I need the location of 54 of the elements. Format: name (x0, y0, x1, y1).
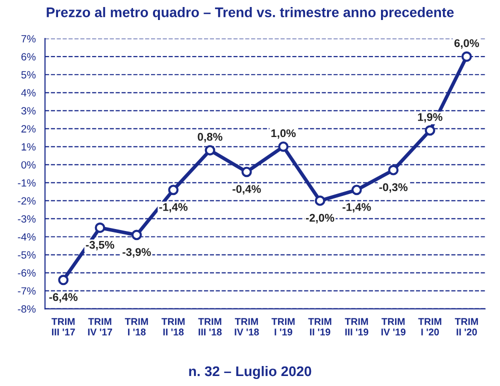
point (58, 274, 69, 286)
data-label: -0,4% (232, 185, 261, 195)
y-tick-label: 3% (21, 107, 36, 115)
x-tick-label: TRIM IV '17 (88, 318, 112, 336)
x-tick-label: TRIM I '19 (272, 318, 295, 336)
y-tick-label: -5% (18, 251, 36, 259)
y-tick-label: -8% (18, 305, 36, 313)
x-tick-label: TRIM III '17 (52, 318, 75, 336)
data-label: -3,5% (86, 240, 114, 250)
x-tick-label: TRIM II '18 (162, 318, 185, 336)
point (168, 184, 179, 196)
y-tick-label: 5% (21, 71, 36, 79)
data-label: -6,4% (49, 293, 78, 303)
y-tick-label: 0% (21, 161, 36, 169)
data-label: -2,0% (306, 214, 334, 224)
point (204, 145, 216, 156)
y-tick-label: -7% (18, 287, 36, 295)
point (278, 141, 289, 152)
y-tick-label: 7% (21, 35, 36, 42)
y-tick-label: 6% (21, 53, 36, 60)
point (94, 222, 106, 233)
x-tick-label: TRIM II '20 (454, 318, 478, 336)
y-tick-label: -2% (18, 197, 36, 205)
point (388, 164, 399, 176)
data-label: 1,0% (271, 129, 296, 139)
point (131, 230, 142, 240)
data-label: -3,9% (122, 248, 151, 258)
text: n. 32 – Luglio 2020 (189, 366, 312, 379)
x-tick-label: TRIM III '19 (344, 318, 368, 336)
data-label: 6,0% (454, 39, 480, 49)
data-label: 0,8% (198, 132, 222, 142)
point (424, 125, 436, 136)
y-tick-label: 4% (21, 89, 36, 96)
point (461, 51, 472, 62)
point (241, 166, 252, 178)
x-tick-label: TRIM I '20 (418, 318, 442, 336)
x-tick-label: TRIM IV '18 (234, 318, 259, 336)
y-tick-label: 2% (21, 125, 36, 133)
x-tick-label: TRIM III '18 (198, 318, 222, 336)
y-tick-label: -6% (18, 269, 36, 277)
data-label: -1,4% (159, 203, 188, 213)
data-label: 1,9% (418, 113, 442, 123)
x-tick-label: TRIM II '19 (308, 318, 332, 336)
point (314, 196, 326, 206)
data-label: -0,3% (379, 183, 408, 193)
chart-title: Prezzo al metro quadro – Trend vs. trimestre anno precedente (46, 7, 454, 20)
y-tick-label: -3% (18, 215, 36, 223)
y-tick-label: -1% (18, 179, 36, 187)
y-tick-label: -4% (18, 233, 36, 241)
y-tick-label: 1% (22, 143, 36, 151)
x-tick-label: TRIM IV '19 (381, 318, 406, 336)
x-tick-label: TRIM I '18 (124, 318, 148, 336)
data-label: -1,4% (342, 203, 371, 213)
point (351, 184, 362, 196)
